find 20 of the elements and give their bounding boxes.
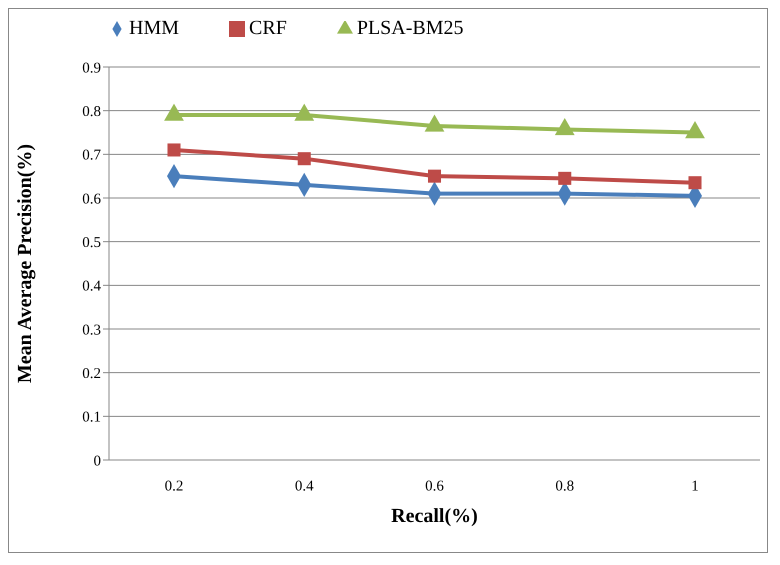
legend-label: PLSA-BM25: [356, 17, 464, 39]
y-tick-label: 0.8: [82, 104, 101, 120]
legend-label: HMM: [129, 17, 180, 39]
y-tick-label: 0.2: [82, 366, 101, 382]
y-tick-label: 0.4: [82, 278, 102, 295]
x-axis-title: Recall(%): [391, 505, 478, 527]
x-tick-label: 0.6: [425, 478, 444, 495]
y-tick-label: 0.5: [82, 234, 101, 251]
y-tick-label: 0: [94, 453, 101, 470]
y-tick-label: 0.3: [82, 322, 101, 338]
y-tick-label: 0.7: [82, 148, 102, 164]
x-tick-label: 0.2: [164, 478, 184, 495]
y-tick-label: 0.6: [82, 191, 102, 208]
y-tick-label: 0.9: [82, 60, 101, 76]
x-tick-label: 1: [691, 478, 699, 495]
x-tick-label: 0.4: [294, 478, 314, 495]
y-tick-label: 0.1: [82, 410, 101, 426]
y-axis-title: Mean Average Precision(%): [14, 144, 36, 384]
x-tick-label: 0.8: [555, 478, 574, 495]
legend-label: CRF: [249, 17, 287, 39]
